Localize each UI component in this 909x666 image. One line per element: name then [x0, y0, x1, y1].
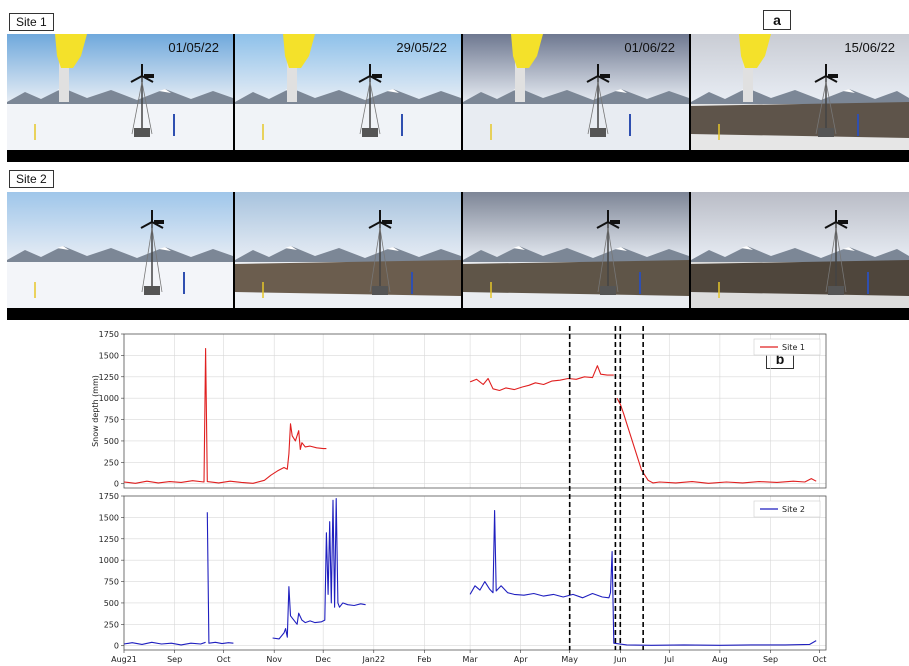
x-tick-label: Jan22	[362, 655, 386, 664]
wind-turbine-icon	[586, 64, 610, 135]
panel-1: 0 250 500 750 1000 1250 1500 1750 Site 1	[99, 330, 827, 489]
series-line-site1	[616, 397, 817, 484]
x-tick-label: Sep	[167, 655, 182, 664]
x-tick-label: Oct	[813, 655, 827, 664]
y-tick-label: 1250	[99, 373, 119, 382]
plot-frame	[123, 333, 827, 489]
photo-date-label: 15/06/22	[844, 40, 895, 55]
y-axis-label: Snow depth (mm)	[91, 375, 100, 447]
site2-photo-1	[7, 192, 233, 308]
y-tick-label: 0	[114, 480, 119, 489]
legend-label: Site 2	[782, 505, 805, 514]
series-line-site1	[123, 347, 327, 484]
wind-turbine-icon	[130, 64, 154, 135]
y-tick-label: 1250	[99, 535, 119, 544]
y-tick-label: 750	[104, 578, 119, 587]
site1-label: Site 1	[9, 13, 54, 31]
snow-depth-chart: 0 250 500 750 1000 1250 1500 1750 Site 1 0 250 500 7…	[91, 326, 827, 664]
x-tick-label: Aug21	[111, 655, 137, 664]
x-tick-label: Dec	[315, 655, 330, 664]
site1-photo-1: 01/05/22	[7, 34, 233, 150]
series-line-site2	[469, 509, 817, 646]
photo-date-label: 01/06/22	[624, 40, 675, 55]
y-tick-label: 500	[104, 437, 119, 446]
site1-photo-3: 01/06/22	[463, 34, 689, 150]
y-tick-label: 1000	[99, 394, 119, 403]
y-tick-label: 250	[104, 620, 119, 629]
y-tick-label: 1500	[99, 513, 119, 522]
legend-label: Site 1	[782, 343, 805, 352]
legend-site1: Site 1	[753, 338, 821, 356]
snow-depth-sensor-icon	[511, 34, 543, 102]
x-tick-label: Aug	[712, 655, 728, 664]
photo-date-label: 01/05/22	[168, 40, 219, 55]
site2-photo-2	[235, 192, 461, 308]
wind-turbine-icon	[358, 64, 382, 135]
site1-photo-strip: 01/05/22 29/05/22 01/06/22 15/06/22	[7, 34, 909, 162]
site2-photo-3	[463, 192, 689, 308]
legend-site2: Site 2	[753, 500, 821, 518]
photo-date-label: 29/05/22	[396, 40, 447, 55]
y-tick-label: 500	[104, 599, 119, 608]
y-tick-label: 1750	[99, 492, 119, 501]
plot-frame	[123, 495, 827, 651]
x-tick-label: Feb	[417, 655, 431, 664]
y-tick-label: 250	[104, 458, 119, 467]
series-line-site2	[206, 512, 234, 645]
x-tick-label: Mar	[463, 655, 479, 664]
y-tick-label: 1000	[99, 556, 119, 565]
series-line-site1	[469, 365, 614, 392]
x-tick-label: Jul	[663, 655, 674, 664]
wind-turbine-icon	[368, 210, 392, 293]
x-tick-label: Jun	[613, 655, 627, 664]
series-line-site2	[272, 498, 366, 640]
x-tick-label: May	[561, 655, 578, 664]
y-tick-label: 1500	[99, 351, 119, 360]
snow-depth-sensor-icon	[283, 34, 315, 102]
wind-turbine-icon	[140, 210, 164, 293]
site2-label: Site 2	[9, 170, 54, 188]
wind-turbine-icon	[814, 64, 838, 135]
panel-a-letter: a	[763, 10, 791, 30]
x-tick-label: Apr	[514, 655, 529, 664]
y-tick-label: 750	[104, 416, 119, 425]
site2-photo-strip	[7, 192, 909, 320]
y-tick-label: 1750	[99, 330, 119, 339]
site1-photo-4: 15/06/22	[691, 34, 909, 150]
wind-turbine-icon	[824, 210, 848, 293]
series-line-site2	[123, 641, 206, 646]
y-tick-label: 0	[114, 642, 119, 651]
site2-photo-4	[691, 192, 909, 308]
x-tick-label: Oct	[217, 655, 231, 664]
x-tick-label: Nov	[266, 655, 282, 664]
x-tick-label: Sep	[763, 655, 778, 664]
site1-photo-2: 29/05/22	[235, 34, 461, 150]
snow-depth-sensor-icon	[55, 34, 87, 102]
panel-2: 0 250 500 750 1000 1250 1500 1750 Site 2	[99, 492, 827, 651]
wind-turbine-icon	[596, 210, 620, 293]
snow-depth-sensor-icon	[739, 34, 771, 102]
